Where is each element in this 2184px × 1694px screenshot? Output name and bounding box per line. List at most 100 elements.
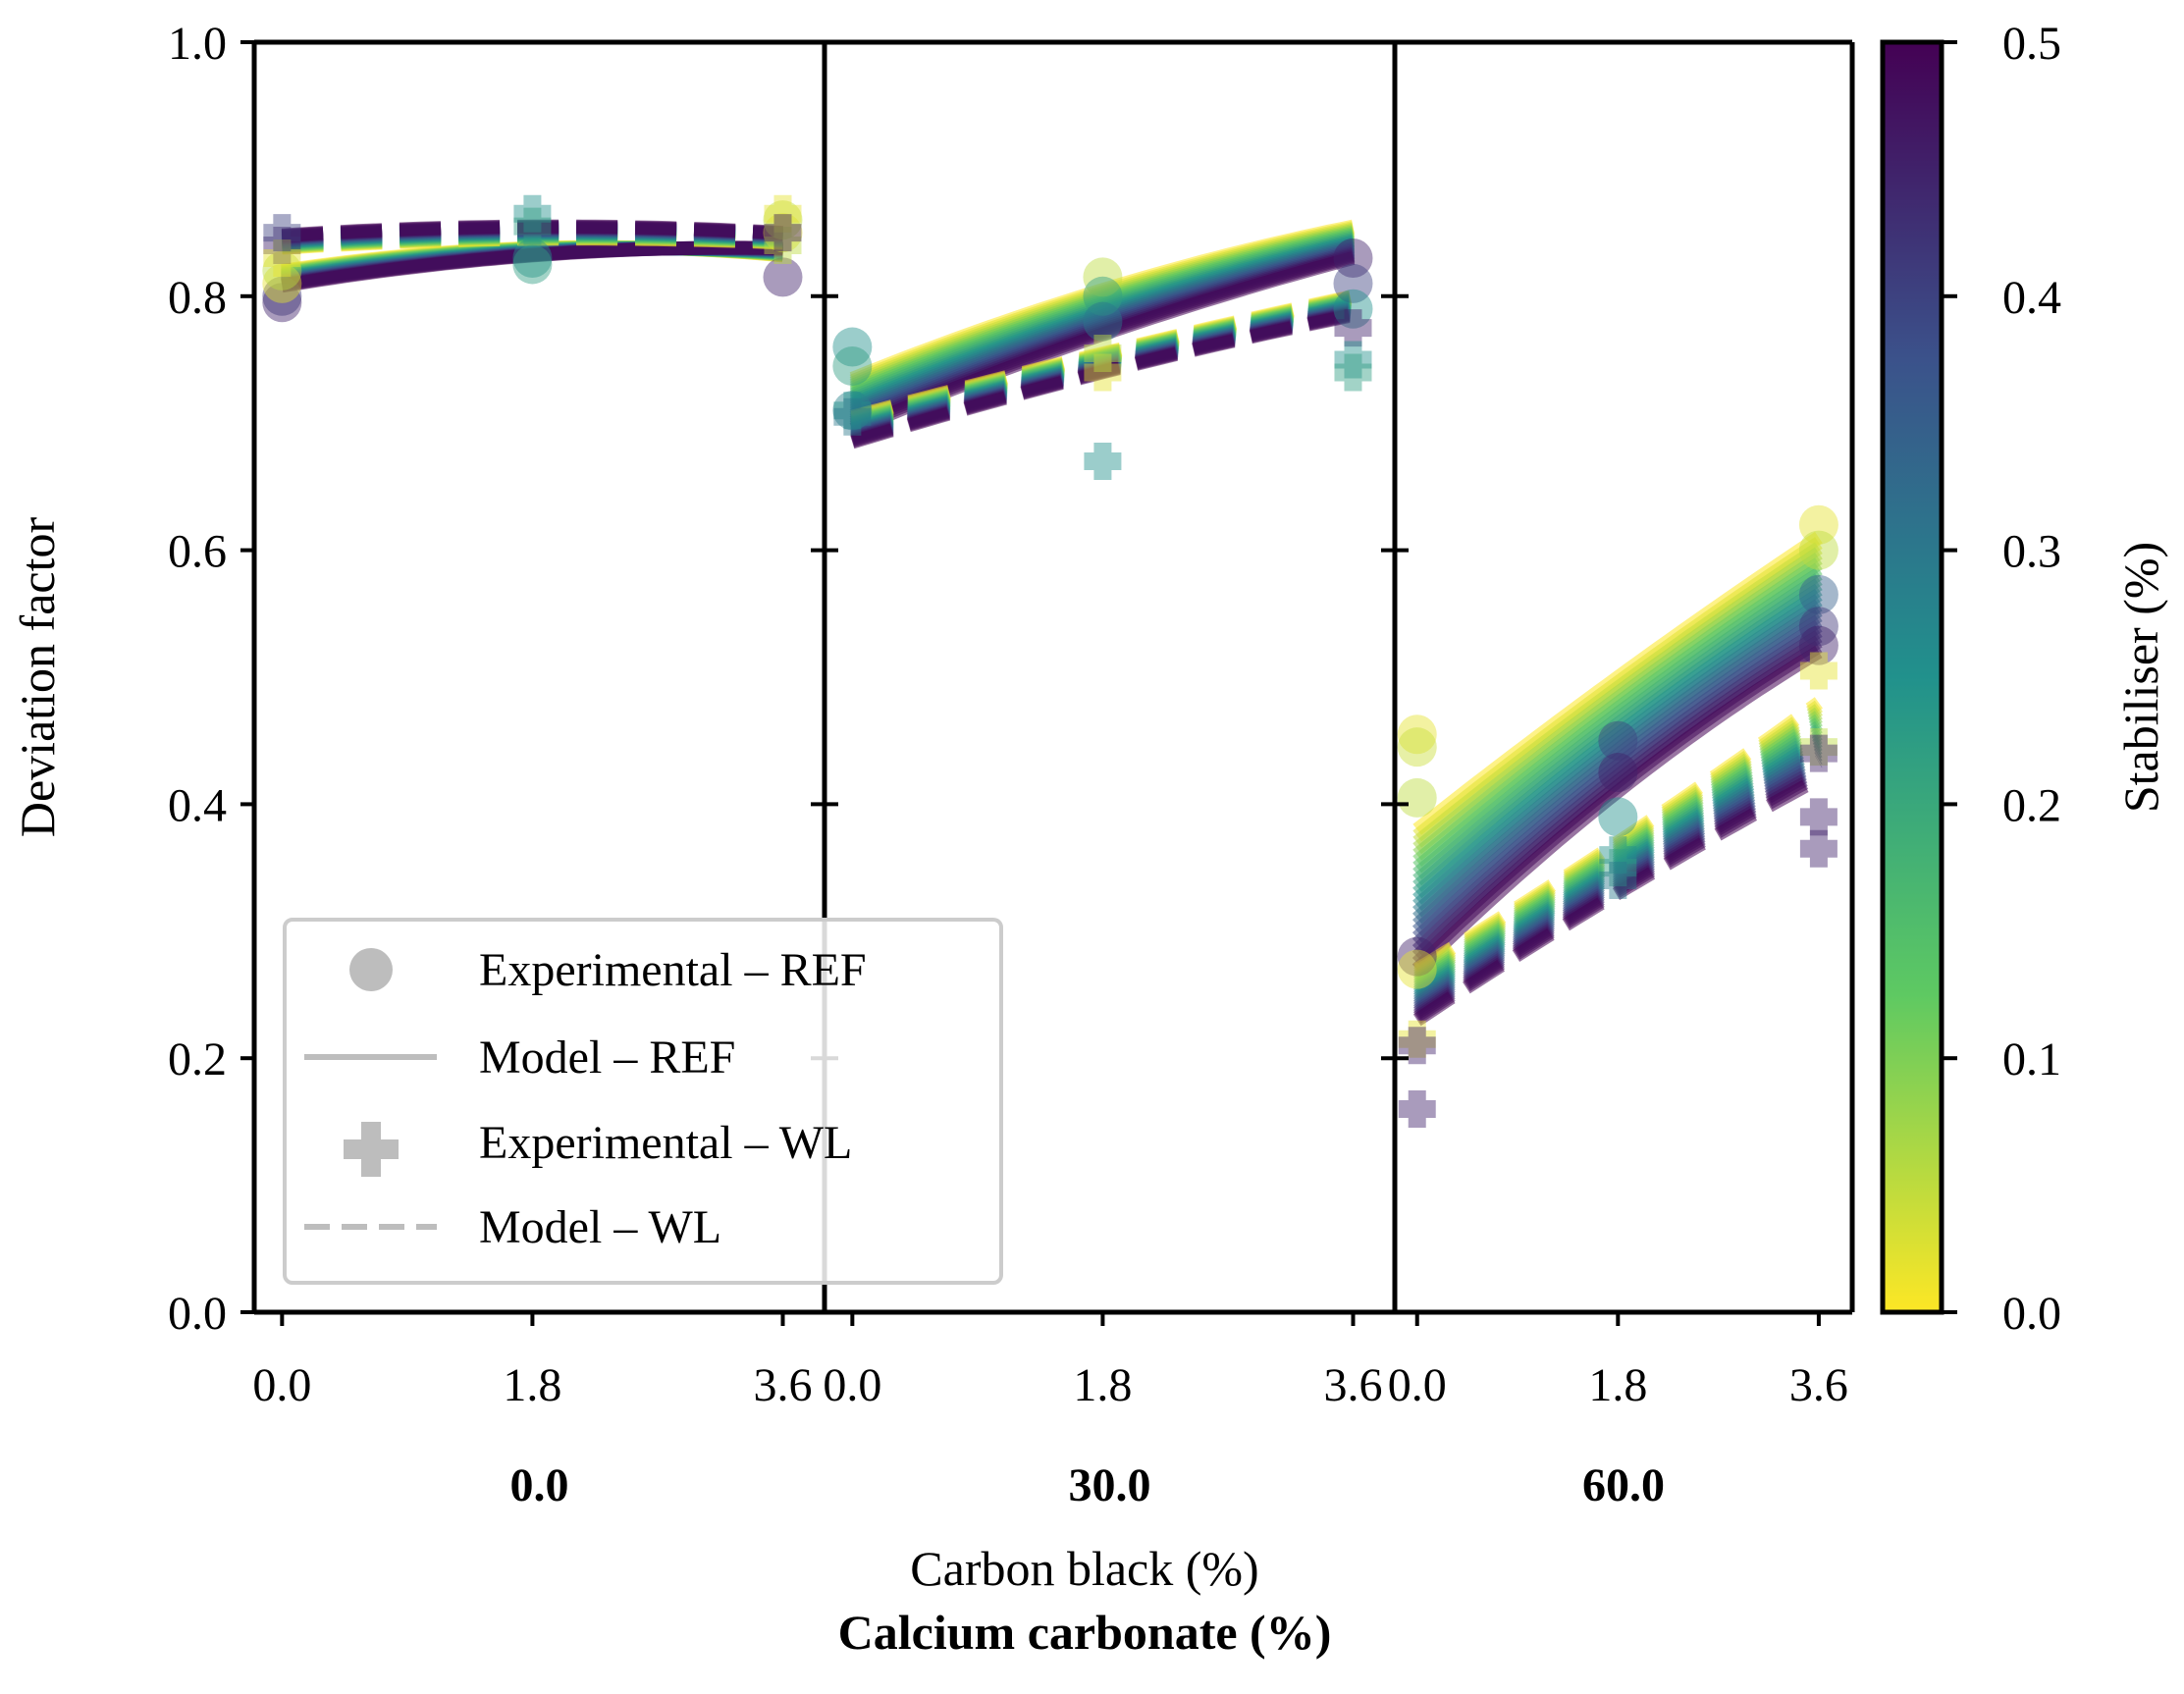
- y-tick-label: 1.0: [168, 18, 227, 70]
- x-tick-label: 1.8: [503, 1359, 561, 1411]
- experimental-ref-point: [832, 327, 873, 367]
- experimental-wl-point: [1799, 728, 1838, 767]
- colorbar: [1880, 39, 1944, 1315]
- experimental-ref-point: [832, 345, 873, 386]
- experimental-ref-point: [763, 200, 803, 240]
- group-axis-title: Calcium carbonate (%): [838, 1605, 1332, 1660]
- experimental-wl-point: [1599, 836, 1637, 874]
- model-wl-curve: [281, 219, 783, 242]
- experimental-wl-point: [1799, 652, 1838, 690]
- colorbar-title: Stabiliser (%): [2113, 542, 2168, 813]
- experimental-ref-point: [262, 263, 302, 303]
- experimental-ref-point: [763, 213, 803, 253]
- experimental-ref-point: [1798, 607, 1838, 647]
- model-ref-curve: [281, 240, 783, 293]
- experimental-wl-point: [764, 194, 802, 233]
- experimental-wl-point: [1334, 341, 1372, 379]
- experimental-wl-point: [1334, 309, 1372, 347]
- experimental-ref-point: [1397, 727, 1437, 768]
- legend-label: Experimental – REF: [479, 944, 867, 996]
- experimental-wl-point: [1084, 443, 1122, 481]
- experimental-wl-point: [833, 392, 872, 430]
- experimental-wl-point: [513, 207, 552, 245]
- experimental-wl-point: [1398, 1027, 1436, 1065]
- legend-marker-plus: [344, 1122, 399, 1177]
- x-tick-label: 0.0: [823, 1359, 881, 1411]
- group-label: 60.0: [1582, 1459, 1665, 1511]
- experimental-ref-point: [1083, 276, 1123, 316]
- experimental-wl-point: [263, 214, 301, 252]
- colorbar-tick-label: 0.4: [2002, 272, 2061, 324]
- y-tick-label: 0.8: [168, 272, 227, 324]
- experimental-ref-point: [832, 391, 873, 431]
- x-tick-label: 0.0: [252, 1359, 311, 1411]
- x-tick-label: 0.0: [1388, 1359, 1447, 1411]
- experimental-wl-point: [1799, 798, 1838, 836]
- experimental-wl-point: [513, 194, 552, 233]
- experimental-ref-point: [1397, 949, 1437, 989]
- colorbar-ticks: 0.0 0.1 0.2 0.3 0.4 0.5: [1942, 18, 2061, 1340]
- experimental-ref-point: [512, 238, 553, 278]
- experimental-ref-point: [1598, 720, 1638, 761]
- experimental-wl-point: [263, 227, 301, 265]
- colorbar-tick-label: 0.2: [2002, 779, 2061, 831]
- colorbar-tick-label: 0.3: [2002, 526, 2061, 578]
- experimental-ref-point: [1083, 301, 1123, 342]
- experimental-ref-point: [1798, 504, 1838, 545]
- experimental-ref-point: [262, 276, 302, 316]
- colorbar-tick-label: 0.0: [2002, 1288, 2061, 1340]
- experimental-ref-point: [262, 250, 302, 291]
- experimental-ref-point: [1083, 257, 1123, 297]
- experimental-wl-point: [833, 397, 872, 436]
- colorbar-tick-label: 0.1: [2002, 1033, 2061, 1085]
- legend-label: Experimental – WL: [479, 1117, 852, 1169]
- experimental-wl-point: [1334, 353, 1372, 392]
- model-wl-curve: [850, 308, 1355, 450]
- legend-marker-circle: [349, 948, 393, 991]
- experimental-ref-point: [1333, 238, 1373, 278]
- experimental-ref-point: [1598, 797, 1638, 837]
- experimental-wl-point: [1799, 829, 1838, 868]
- experimental-ref-point: [1397, 936, 1437, 977]
- experimental-ref-point: [1798, 625, 1838, 665]
- group-label: 30.0: [1069, 1459, 1151, 1511]
- experimental-ref-point: [512, 244, 553, 285]
- colorbar-tick-label: 0.5: [2002, 18, 2061, 70]
- experimental-ref-point: [1598, 753, 1638, 793]
- x-tick-label: 1.8: [1073, 1359, 1132, 1411]
- experimental-wl-point: [1398, 1020, 1436, 1058]
- y-tick-label: 0.6: [168, 526, 227, 578]
- experimental-wl-point: [1398, 1089, 1436, 1128]
- experimental-wl-point: [263, 238, 301, 277]
- x-tick-label: 1.8: [1588, 1359, 1647, 1411]
- y-tick-label: 0.2: [168, 1033, 227, 1085]
- experimental-ref-point: [262, 283, 302, 323]
- legend-frame: [283, 918, 1003, 1285]
- legend-label: Model – WL: [479, 1201, 721, 1253]
- legend-label: Model – REF: [479, 1032, 735, 1084]
- experimental-wl-point: [1084, 353, 1122, 392]
- x-tick-label: 3.6: [1789, 1359, 1848, 1411]
- experimental-wl-point: [1599, 849, 1637, 887]
- experimental-ref-point: [1397, 777, 1437, 818]
- experimental-ref-point: [1333, 289, 1373, 329]
- model-wl-curve: [1412, 772, 1823, 1027]
- model-ref-curve: [1412, 646, 1823, 975]
- experimental-wl-point: [764, 227, 802, 265]
- experimental-wl-point: [1084, 335, 1122, 373]
- x-axis-title: Carbon black (%): [910, 1541, 1258, 1596]
- legend: Experimental – REF Model – REF Experimen…: [283, 918, 1003, 1285]
- group-label: 0.0: [510, 1459, 569, 1511]
- experimental-wl-point: [1799, 734, 1838, 772]
- experimental-ref-point: [1798, 574, 1838, 614]
- experimental-wl-point: [764, 214, 802, 252]
- x-tick-label: 3.6: [753, 1359, 812, 1411]
- experimental-ref-point: [1798, 530, 1838, 570]
- x-tick-label: 3.6: [1323, 1359, 1382, 1411]
- y-tick-label: 0.4: [168, 779, 227, 831]
- y-axis-title: Deviation factor: [10, 517, 65, 838]
- experimental-wl-point: [1599, 862, 1637, 900]
- experimental-ref-point: [1333, 263, 1373, 303]
- experimental-ref-point: [1397, 715, 1437, 755]
